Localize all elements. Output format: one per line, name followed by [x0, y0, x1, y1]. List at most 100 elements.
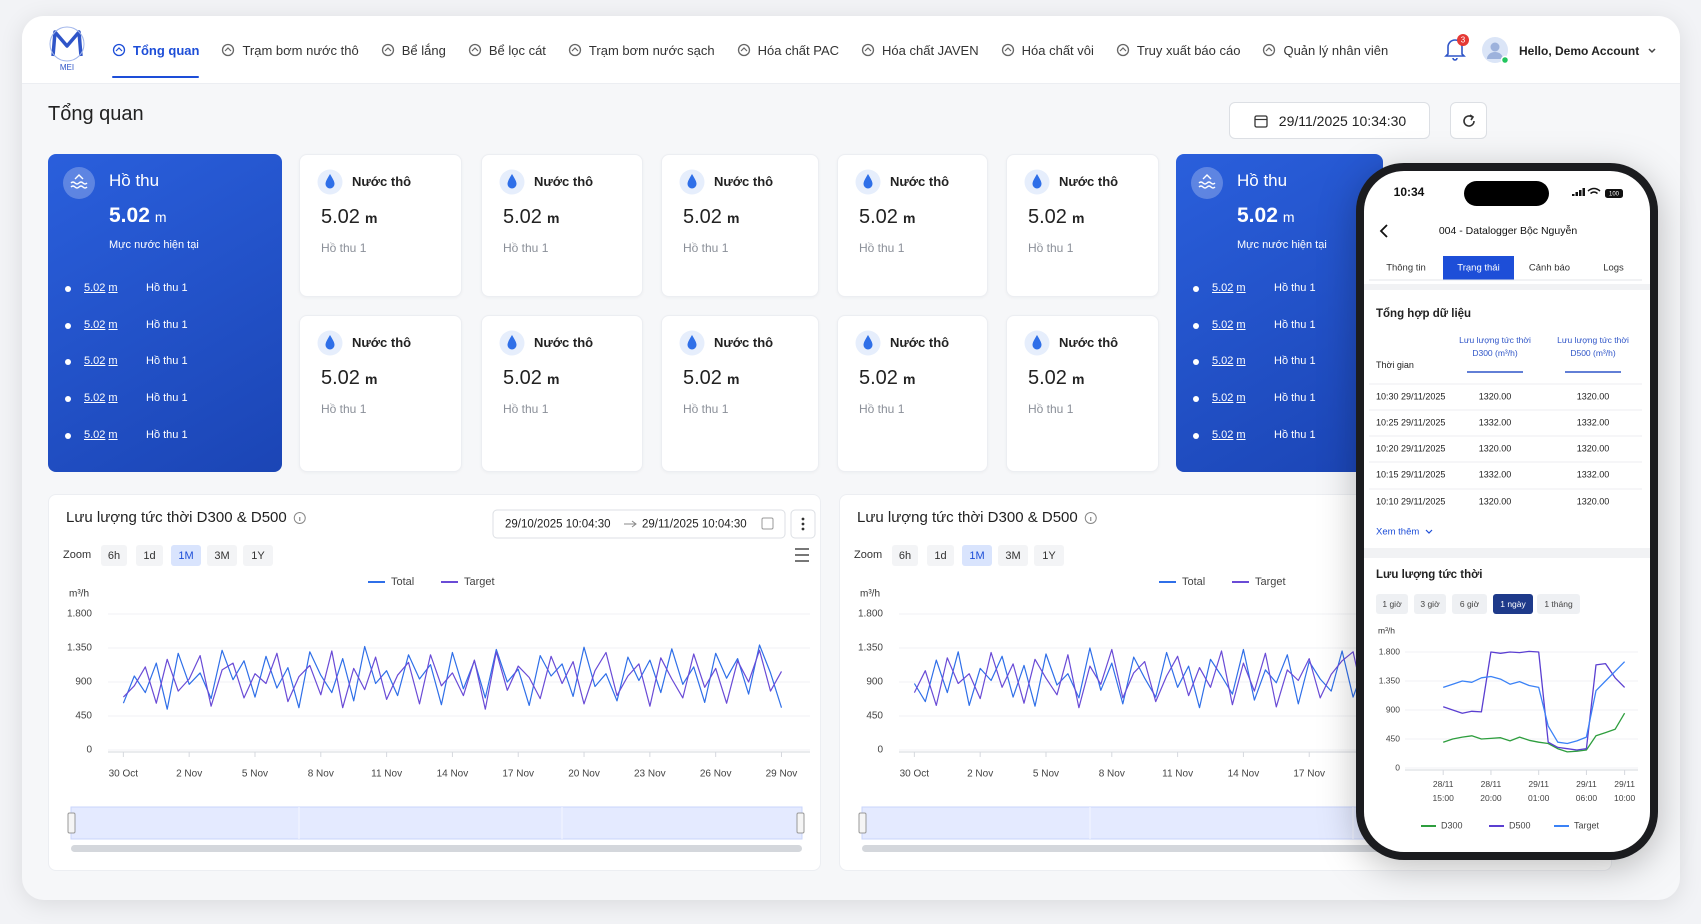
table-cell: 1320.00: [1479, 443, 1512, 453]
date-range-box[interactable]: [492, 509, 786, 539]
level-link[interactable]: 5.02 m: [1212, 392, 1246, 404]
level-link[interactable]: 5.02 m: [1212, 429, 1246, 441]
back-arrow[interactable]: [1379, 224, 1388, 238]
x-tick-label: 29/11 01:00: [1528, 779, 1550, 803]
zoom-button[interactable]: [892, 545, 918, 566]
sensor-card[interactable]: Nước thô 5.02 m Hồ thu 1: [481, 315, 643, 472]
icon-drop: [863, 174, 873, 189]
bullet: [1193, 433, 1199, 439]
x-tick-label: 2 Nov: [967, 769, 993, 780]
level-link[interactable]: 5.02 m: [1212, 282, 1246, 294]
y-unit: m³/h: [860, 589, 880, 600]
logo-mark: [51, 30, 83, 57]
range-option: 6 giờ: [1460, 599, 1480, 609]
nav-item[interactable]: Quản lý nhân viên: [1262, 16, 1388, 84]
table-cell: 10:10 29/11/2025: [1376, 496, 1445, 506]
sensor-value: 5.02: [1028, 367, 1067, 389]
zoom-button[interactable]: [998, 545, 1028, 566]
nav-item[interactable]: Truy xuất báo cáo: [1116, 16, 1240, 84]
sensor-name: Hồ thu 1: [1028, 241, 1074, 255]
navigator-handle[interactable]: [796, 812, 805, 834]
nav-item[interactable]: Bể lọc cát: [468, 16, 546, 84]
zoom-button[interactable]: [927, 545, 954, 566]
nav-item[interactable]: Hóa chất vôi: [1001, 16, 1094, 84]
sensor-card[interactable]: Nước thô 5.02 m Hồ thu 1: [661, 315, 819, 472]
range-button[interactable]: [1376, 594, 1408, 614]
zoom-option: 1M: [178, 550, 193, 562]
tab[interactable]: [1369, 256, 1443, 280]
see-more[interactable]: Xem thêm: [1376, 527, 1419, 538]
bullet: [1193, 323, 1199, 329]
nav-item[interactable]: Bể lắng: [381, 16, 446, 84]
level-link[interactable]: 5.02 m: [84, 429, 118, 441]
y-tick-label: 1.350: [858, 643, 883, 654]
sensor-unit: m: [902, 371, 916, 387]
zoom-button[interactable]: [962, 545, 992, 566]
zoom-button[interactable]: [243, 545, 273, 566]
sensor-card[interactable]: Nước thô 5.02 m Hồ thu 1: [1006, 315, 1159, 472]
zoom-button[interactable]: [171, 545, 201, 566]
drop-icon: [855, 330, 881, 356]
user-menu[interactable]: Hello, Demo Account: [1519, 42, 1657, 60]
level-unit: m: [108, 282, 118, 294]
level-link[interactable]: 5.02 m: [1212, 355, 1246, 367]
nav-label: Bể lắng: [401, 42, 446, 58]
range-arrow: [624, 520, 637, 528]
sensor-name: Hồ thu 1: [321, 402, 367, 416]
sensor-card[interactable]: Nước thô 5.02 m Hồ thu 1: [481, 154, 643, 297]
nav-item[interactable]: Hóa chất PAC: [737, 16, 839, 84]
zoom-button[interactable]: [101, 545, 127, 566]
sensor-card[interactable]: Nước thô 5.02 m Hồ thu 1: [299, 154, 462, 297]
datetime-box[interactable]: 29/11/2025 10:34:30: [1229, 102, 1430, 139]
refresh-button[interactable]: [1450, 102, 1487, 139]
status-dot: [1500, 55, 1510, 65]
page-title: Tổng quan: [48, 103, 144, 125]
zoom-button[interactable]: [136, 545, 163, 566]
nav-icon: [1001, 43, 1014, 57]
x-tick-label: 11 Nov: [371, 769, 402, 780]
range-button[interactable]: [1493, 594, 1533, 614]
sensor-unit: m: [546, 210, 560, 226]
sensor-card[interactable]: Nước thô 5.02 m Hồ thu 1: [837, 315, 988, 472]
tab[interactable]: [1443, 256, 1514, 280]
sensor-title: Nước thô: [890, 174, 950, 189]
sensor-card[interactable]: Nước thô 5.02 m Hồ thu 1: [837, 154, 988, 297]
level-link[interactable]: 5.02 m: [84, 392, 118, 404]
range-button[interactable]: [1414, 594, 1446, 614]
notification-bell[interactable]: 3: [1440, 33, 1470, 63]
nav-item[interactable]: Hóa chất JAVEN: [861, 16, 979, 84]
nav-item[interactable]: Trạm bơm nước sạch: [568, 16, 715, 84]
level-link[interactable]: 5.02 m: [84, 355, 118, 367]
nav-item[interactable]: Trạm bơm nước thô: [221, 16, 359, 84]
legend-label: Target: [1574, 820, 1600, 830]
tab[interactable]: [1514, 256, 1585, 280]
level-unit: m: [108, 319, 118, 331]
zoom-button[interactable]: [1034, 545, 1064, 566]
zoom-button[interactable]: [207, 545, 237, 566]
nav-icon: [112, 43, 126, 57]
nav-icon: [381, 43, 394, 57]
navigator-handle[interactable]: [858, 812, 867, 834]
range-button[interactable]: [1452, 594, 1487, 614]
reservoir-card[interactable]: Hồ thu 5.02 m Mực nước hiện tại 5.02 m Hồ thu …: [48, 154, 282, 472]
nav-item[interactable]: Tổng quan: [112, 16, 200, 84]
level-link[interactable]: 5.02 m: [84, 319, 118, 331]
level-link[interactable]: 5.02 m: [84, 282, 118, 294]
scrollbar[interactable]: [71, 845, 802, 852]
calendar-shape: [1254, 114, 1268, 128]
navigator-handle[interactable]: [67, 812, 76, 834]
sensor-card[interactable]: Nước thô 5.02 m Hồ thu 1: [1006, 154, 1159, 297]
sensor-card[interactable]: Nước thô 5.02 m Hồ thu 1: [661, 154, 819, 297]
tab[interactable]: [1585, 256, 1642, 280]
calendar-icon: [1254, 114, 1268, 128]
nav-icon-shape: [381, 43, 394, 57]
sensor-card[interactable]: Nước thô 5.02 m Hồ thu 1: [299, 315, 462, 472]
sensor-value-row: 5.02 m: [321, 206, 377, 229]
reservoir-icon: [1191, 167, 1223, 199]
chevron-shape: [1648, 48, 1656, 54]
level-name: Hồ thu 1: [1274, 319, 1316, 331]
x-tick-label: 14 Nov: [1228, 769, 1260, 780]
reservoir-card[interactable]: Hồ thu 5.02 m Mực nước hiện tại 5.02 m Hồ thu …: [1176, 154, 1383, 472]
level-link[interactable]: 5.02 m: [1212, 319, 1246, 331]
range-button[interactable]: [1537, 594, 1580, 614]
